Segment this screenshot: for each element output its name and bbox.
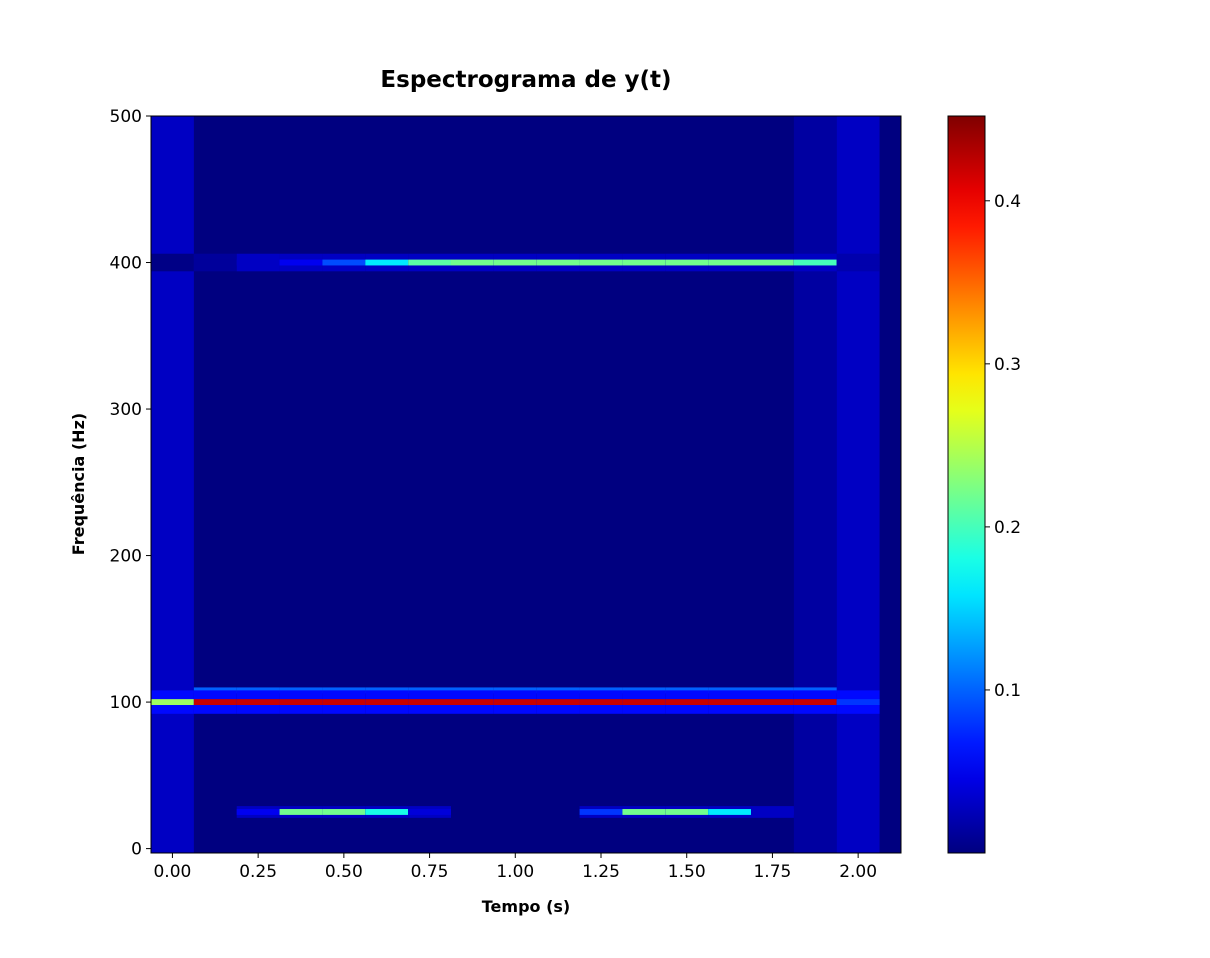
x-axis-label: Tempo (s): [482, 897, 570, 916]
x-tick-label: 0.25: [239, 862, 277, 882]
heatmap-edge-column: [793, 116, 837, 853]
y-tick-label: 500: [110, 107, 142, 127]
heatmap-cell: [493, 259, 537, 266]
heatmap-cell: [622, 809, 666, 815]
x-tick-label: 2.00: [839, 862, 877, 882]
heatmap-cell: [708, 809, 751, 815]
x-tick-label: 1.75: [753, 862, 791, 882]
heatmap-cell: [236, 809, 280, 815]
heatmap-cell: [622, 259, 666, 266]
y-tick-label: 100: [110, 693, 142, 713]
y-tick-label: 400: [110, 254, 142, 274]
heatmap-cell: [193, 699, 237, 706]
colorbar-tick-label: 0.3: [994, 355, 1021, 375]
x-tick-label: 0.75: [411, 862, 449, 882]
colorbar: [947, 115, 986, 854]
heatmap-cell: [408, 699, 451, 706]
heatmap-cell: [322, 259, 366, 266]
chart-title: Espectrograma de y(t): [380, 67, 671, 93]
heatmap-cell: [536, 259, 580, 266]
heatmap-cell: [536, 699, 580, 706]
heatmap-cell: [579, 809, 623, 815]
heatmap-background: [151, 116, 901, 853]
heatmap-cell: [193, 259, 237, 266]
heatmap-cell: [836, 699, 880, 706]
heatmap-cell: [408, 809, 451, 815]
heatmap-cell: [451, 259, 494, 266]
heatmap-cell: [322, 699, 366, 706]
heatmap-cell: [751, 259, 794, 266]
heatmap-edge-column: [151, 116, 194, 853]
heatmap-area: [151, 116, 901, 853]
heatmap-cell: [836, 259, 880, 266]
colorbar-axis: 0.1 0.2 0.3 0.4: [985, 192, 1021, 701]
heatmap-cell: [793, 699, 837, 706]
heatmap-cell: [279, 699, 323, 706]
heatmap-cell: [365, 259, 409, 266]
x-axis: 0.00 0.25 0.50 0.75 1.00 1.25 1.50 1.75 2.00: [153, 853, 877, 882]
heatmap-cell: [151, 699, 194, 706]
heatmap-cell: [365, 699, 409, 706]
heatmap-cell: [451, 699, 494, 706]
plot-frame: [150, 115, 902, 854]
heatmap-cell: [322, 809, 366, 815]
heatmap-cell: [708, 259, 751, 266]
heatmap-cell: [365, 809, 409, 815]
colorbar-tick-label: 0.2: [994, 518, 1021, 538]
heatmap-cell: [151, 259, 194, 266]
x-tick-label: 1.25: [582, 862, 620, 882]
x-tick-label: 1.50: [668, 862, 706, 882]
heatmap-cell: [622, 699, 666, 706]
heatmap-cell: [665, 809, 709, 815]
heatmap-cell: [665, 699, 709, 706]
heatmap-cell: [751, 809, 794, 815]
y-tick-label: 200: [110, 547, 142, 567]
heatmap-cell: [236, 259, 280, 266]
heatmap-cell: [493, 699, 537, 706]
heatmap-cell: [279, 259, 323, 266]
heatmap-cell: [408, 259, 451, 266]
heatmap-cell: [236, 699, 280, 706]
heatmap-cell: [751, 699, 794, 706]
y-axis-label: Frequência (Hz): [69, 413, 88, 555]
heatmap-edge-column: [836, 116, 880, 853]
heatmap-cell: [579, 259, 623, 266]
heatmap-cell: [708, 699, 751, 706]
heatmap-cell: [579, 699, 623, 706]
heatmap-cell: [279, 809, 323, 815]
colorbar-tick-label: 0.1: [994, 681, 1021, 701]
heatmap-cell: [793, 259, 837, 266]
x-tick-label: 0.50: [325, 862, 363, 882]
x-tick-label: 0.00: [153, 862, 191, 882]
x-tick-label: 1.00: [496, 862, 534, 882]
colorbar-tick-label: 0.4: [994, 192, 1021, 212]
heatmap-cell: [665, 259, 709, 266]
y-tick-label: 0: [131, 840, 142, 860]
y-axis: 0 100 200 300 400 500: [110, 107, 151, 860]
y-tick-label: 300: [110, 400, 142, 420]
